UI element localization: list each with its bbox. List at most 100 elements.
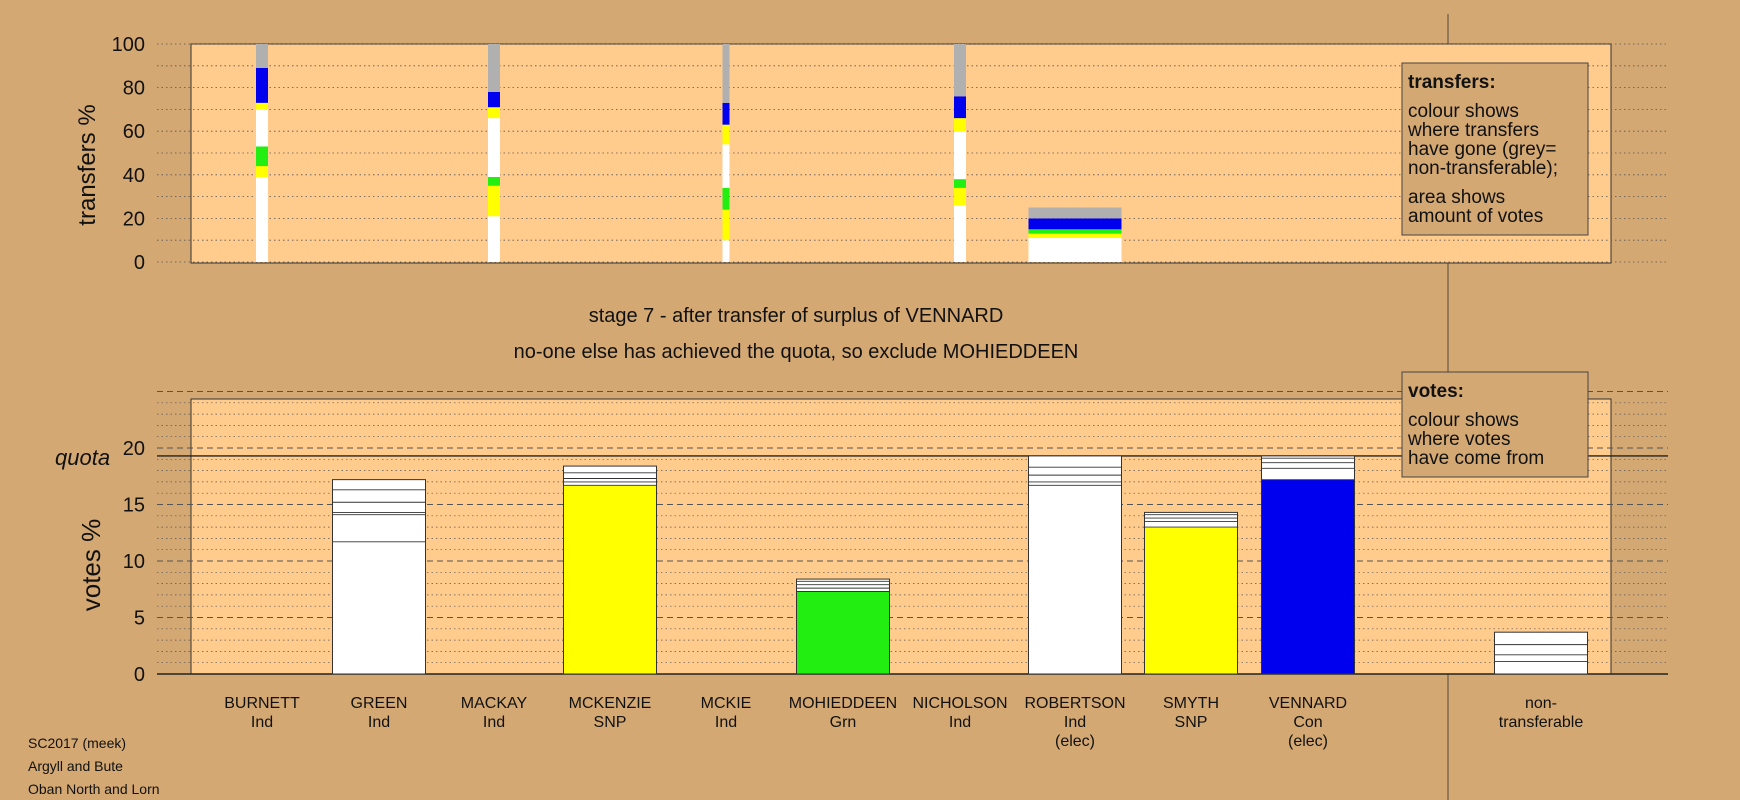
transfer-segment — [256, 102, 268, 110]
transfers-tick-label: 100 — [112, 34, 145, 56]
transfer-segment — [1028, 229, 1122, 234]
candidate-label-line: GREEN — [351, 695, 408, 712]
transfers-legend-title: transfers: — [1408, 72, 1496, 93]
votes-legend: votes: colour shows where votes have com… — [1401, 371, 1589, 478]
vote-transfer-segment — [332, 479, 426, 542]
transfer-segment — [488, 107, 500, 119]
transfer-segment — [954, 131, 966, 180]
transfer-segment — [488, 118, 500, 177]
transfers-legend-line: area shows — [1408, 187, 1505, 208]
candidate-label-line: NICHOLSON — [912, 695, 1007, 712]
candidate-label-line: transferable — [1499, 714, 1584, 731]
candidate-label-line: SMYTH — [1163, 695, 1219, 712]
transfers-y-axis-label: transfers % — [74, 104, 101, 225]
candidate-label-line: (elec) — [1288, 733, 1328, 750]
votes-tick-label: 15 — [123, 495, 145, 517]
transfer-segment — [722, 144, 730, 188]
vote-base-segment — [796, 591, 890, 674]
vote-base-segment — [563, 485, 657, 674]
candidate-label-line: MCKIE — [701, 695, 752, 712]
vote-transfer-segment — [1494, 632, 1588, 662]
vote-base-segment — [1144, 527, 1238, 674]
stage-title: stage 7 - after transfer of surplus of V… — [589, 305, 1004, 327]
transfers-legend: transfers: colour shows where transfers … — [1401, 62, 1589, 236]
quota-label: quota — [55, 445, 110, 470]
transfer-segment — [954, 96, 966, 119]
vote-transfer-segment — [1261, 455, 1355, 480]
candidate-labels: BURNETT Ind GREEN Ind MACKAY Ind MCKENZIE SNP MC… — [224, 695, 1583, 750]
candidate-label-line: Ind — [715, 714, 737, 731]
candidate-label-line: Ind — [368, 714, 390, 731]
votes-plot-area — [190, 398, 1612, 675]
transfer-segment — [722, 124, 730, 145]
transfer-segment — [488, 216, 500, 262]
votes-tick-label: 20 — [123, 438, 145, 460]
stage-subtitle: no-one else has achieved the quota, so e… — [514, 341, 1079, 363]
candidate-label-line: MCKENZIE — [569, 695, 652, 712]
transfer-segment — [954, 205, 966, 262]
votes-legend-line: have come from — [1408, 448, 1544, 469]
transfer-segment — [954, 118, 966, 132]
transfers-legend-line: non-transferable); — [1408, 158, 1558, 179]
vote-bar-outline — [332, 479, 426, 675]
votes-tick-label: 5 — [134, 608, 145, 630]
vote-bar-outline — [1494, 631, 1588, 675]
candidate-label-line: Con — [1293, 714, 1322, 731]
candidate-label-line: Ind — [1064, 714, 1086, 731]
transfers-bars — [256, 44, 1122, 262]
vote-bar-outline — [1028, 455, 1122, 675]
votes-bars — [332, 455, 1588, 675]
transfer-segment — [722, 240, 730, 262]
vote-transfer-segment — [1144, 512, 1238, 528]
votes-legend-line: where votes — [1407, 429, 1510, 450]
votes-legend-line: colour shows — [1408, 410, 1519, 431]
transfers-tick-label: 60 — [123, 121, 145, 143]
candidate-label-line: MOHIEDDEEN — [789, 695, 897, 712]
votes-tick-label: 10 — [123, 551, 145, 573]
candidate-label-line: VENNARD — [1269, 695, 1347, 712]
transfer-segment — [954, 44, 966, 97]
votes-tick-label: 0 — [134, 664, 145, 686]
vote-bar-outline — [563, 465, 657, 675]
transfer-segment — [722, 102, 730, 125]
transfer-segment — [1028, 238, 1122, 262]
transfers-legend-box — [1401, 62, 1589, 236]
vote-bar-outline — [1144, 511, 1238, 675]
transfer-segment — [722, 44, 730, 103]
vote-base-segment — [1028, 485, 1122, 674]
footer-line: Oban North and Lorn — [28, 781, 160, 797]
vote-transfer-segment — [1028, 455, 1122, 486]
transfer-segment — [256, 44, 268, 68]
candidate-label-line: BURNETT — [224, 695, 300, 712]
transfer-segment — [488, 176, 500, 186]
candidate-label-line: SNP — [1175, 714, 1208, 731]
candidate-label-line: Ind — [949, 714, 971, 731]
transfers-tick-label: 40 — [123, 165, 145, 187]
votes-legend-title: votes: — [1408, 381, 1464, 402]
vote-bar-outline — [1261, 455, 1355, 675]
transfer-segment — [722, 187, 730, 210]
transfers-tick-label: 0 — [134, 252, 145, 274]
transfers-legend-line: have gone (grey= — [1408, 139, 1556, 160]
votes-y-ticks: 0 5 10 15 20 — [123, 438, 145, 686]
transfers-legend-line: amount of votes — [1408, 206, 1543, 227]
transfer-segment — [954, 187, 966, 206]
transfers-tick-label: 20 — [123, 208, 145, 230]
transfer-segment — [722, 209, 730, 241]
vote-bar-outline — [796, 578, 890, 675]
candidate-label-line: MACKAY — [461, 695, 528, 712]
vote-base-segment — [1261, 479, 1355, 674]
candidate-label-line: SNP — [594, 714, 627, 731]
transfer-segment — [1028, 218, 1122, 230]
votes-y-axis-label: votes % — [76, 519, 106, 612]
candidate-label-line: non- — [1525, 695, 1557, 712]
footer-line: Argyll and Bute — [28, 758, 123, 774]
transfer-segment — [256, 176, 268, 262]
vote-base-segment — [1494, 661, 1588, 674]
transfer-segment — [256, 67, 268, 103]
transfer-segment — [954, 179, 966, 188]
candidate-label-line: Grn — [830, 714, 857, 731]
transfer-segment — [488, 44, 500, 92]
transfer-segment — [256, 109, 268, 147]
